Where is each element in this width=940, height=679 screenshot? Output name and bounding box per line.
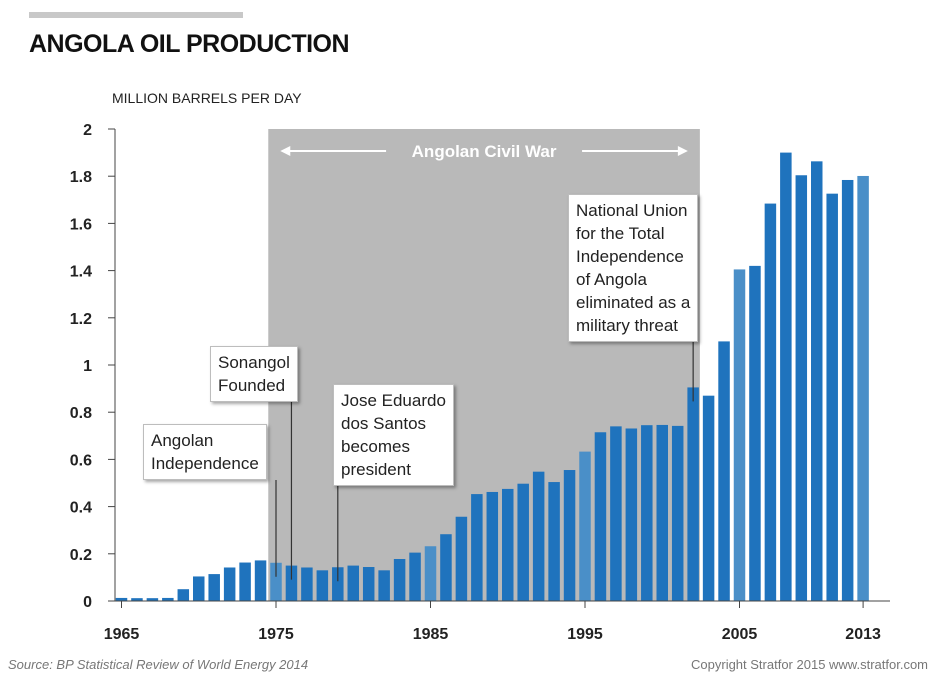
bar-1994 (563, 470, 576, 601)
war-label: Angolan Civil War (412, 142, 557, 161)
y-tick-label: 0.8 (70, 405, 92, 422)
y-tick-label: 0 (83, 594, 92, 611)
bar-1967 (146, 598, 159, 601)
annotation-line: Independence (576, 247, 684, 266)
y-tick-label: 1.6 (70, 216, 92, 233)
bar-1998 (625, 428, 638, 601)
bar-1981 (362, 567, 375, 601)
bar-2011 (826, 193, 838, 601)
bar-1983 (393, 558, 406, 601)
bar-1982 (378, 570, 390, 601)
bar-2009 (795, 175, 808, 602)
annotation-line: for the Total (576, 224, 665, 243)
x-tick-label: 1965 (104, 626, 140, 643)
bar-1993 (548, 482, 560, 601)
bar-1997 (610, 426, 622, 601)
bar-1978 (316, 570, 329, 601)
y-tick-label: 2 (83, 122, 92, 139)
bar-1999 (641, 425, 653, 601)
annotation-line: National Union (576, 201, 688, 220)
bar-1991 (517, 483, 529, 601)
bar-1984 (409, 552, 421, 601)
y-tick-label: 1.4 (70, 264, 92, 281)
bar-2002 (687, 387, 699, 601)
bar-1992 (532, 471, 545, 601)
bar-1972 (223, 567, 236, 601)
bar-2010 (811, 161, 823, 601)
y-tick-label: 1.2 (70, 311, 92, 328)
annotation-line: Sonangol (218, 353, 290, 372)
bar-1974 (254, 560, 267, 601)
x-tick-label: 2013 (845, 626, 881, 643)
bar-2012 (841, 179, 854, 601)
annotation-angolan-independence: Angolan Independence (143, 424, 267, 480)
annotation-line: Independence (151, 454, 259, 473)
y-tick-label: 1 (83, 358, 92, 375)
bar-1985 (424, 546, 437, 601)
annotation-line: president (341, 460, 411, 479)
bar-1980 (347, 565, 359, 601)
bar-1995 (579, 451, 591, 601)
bar-1975 (270, 562, 282, 601)
bar-1969 (177, 589, 190, 601)
x-tick-label: 1995 (567, 626, 603, 643)
annotation-line: becomes (341, 437, 410, 456)
x-tick-label: 1985 (413, 626, 449, 643)
annotation-line: dos Santos (341, 414, 427, 433)
annotation-line: military threat (576, 316, 679, 335)
annotation-line: eliminated as a (576, 293, 691, 312)
war-arrowhead-right (677, 146, 688, 156)
annotation-sonangol-founded: Sonangol Founded (210, 346, 298, 402)
bar-2008 (780, 152, 792, 601)
bar-1986 (440, 534, 452, 601)
y-tick-label: 0.4 (70, 500, 92, 517)
annotation-unita-eliminated: National Union for the Total Independence o… (568, 194, 699, 342)
bar-2007 (764, 203, 777, 602)
y-tick-label: 1.8 (70, 169, 92, 186)
y-axis-unit-label: MILLION BARRELS PER DAY (112, 90, 302, 106)
annotation-dos-santos-president: Jose Eduardo dos Santos becomes president (333, 384, 454, 486)
x-tick-label: 2005 (722, 626, 758, 643)
bar-1968 (162, 597, 174, 601)
bar-1989 (486, 491, 499, 601)
bar-2004 (718, 341, 730, 601)
annotation-line: Angolan (151, 431, 214, 450)
annotation-line: of Angola (576, 270, 647, 289)
war-arrowhead-left (280, 146, 291, 156)
annotation-line: Jose Eduardo (341, 391, 446, 410)
bar-2001 (671, 425, 684, 601)
x-tick-label: 1975 (258, 626, 294, 643)
chart-title: ANGOLA OIL PRODUCTION (29, 30, 350, 58)
bar-1976 (285, 565, 298, 601)
bar-1971 (208, 574, 220, 601)
source-note: Source: BP Statistical Review of World E… (8, 657, 309, 672)
bar-1977 (301, 567, 313, 601)
copyright-note: Copyright Stratfor 2015 www.stratfor.com (691, 657, 928, 672)
bar-1965 (115, 597, 128, 601)
bar-2013 (857, 175, 869, 602)
bar-1973 (239, 562, 251, 601)
bar-1987 (455, 516, 468, 601)
bar-1966 (131, 598, 143, 601)
bar-1970 (193, 576, 205, 601)
annotation-line: Founded (218, 376, 286, 395)
y-tick-label: 0.6 (70, 452, 92, 469)
y-tick-label: 0.2 (70, 547, 92, 564)
bar-2003 (702, 395, 715, 601)
bar-1988 (471, 494, 483, 601)
bar-2000 (656, 424, 668, 601)
bar-1996 (594, 432, 607, 601)
bar-2005 (733, 269, 746, 601)
title-accent-bar (29, 12, 243, 18)
bar-1979 (332, 567, 344, 601)
bar-2006 (749, 265, 761, 601)
bar-1990 (502, 488, 514, 601)
